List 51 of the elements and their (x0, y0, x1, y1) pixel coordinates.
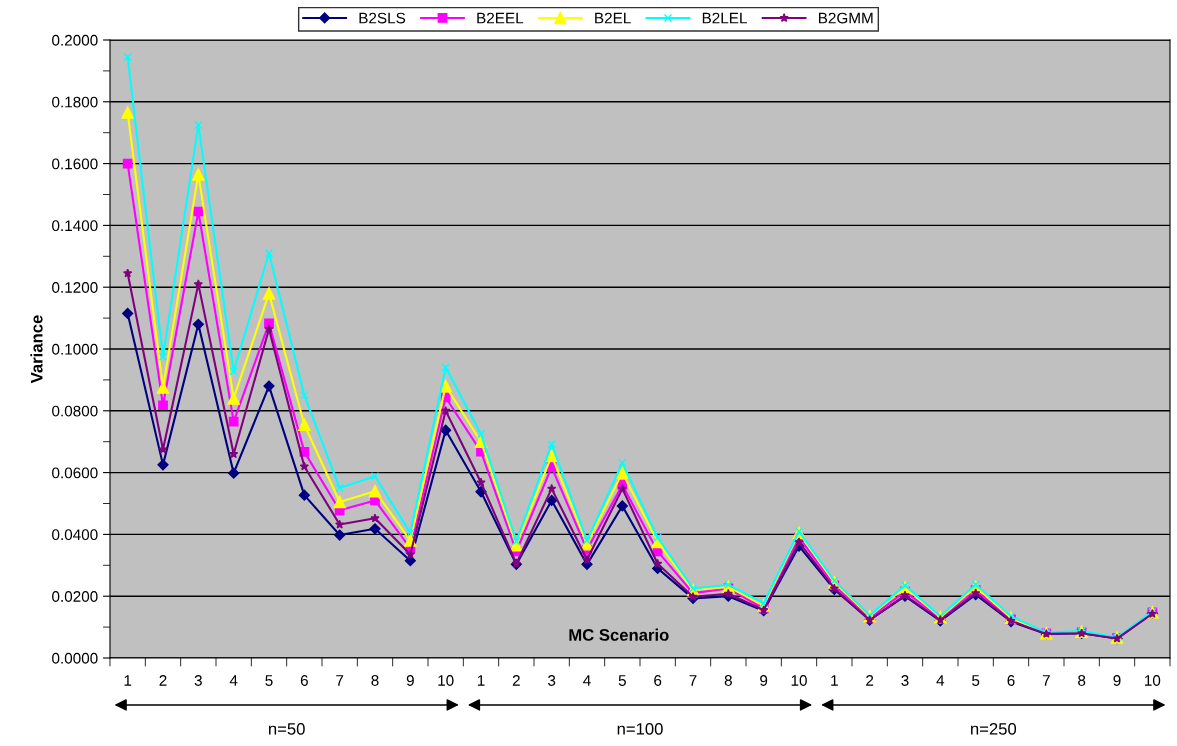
y-tick-label: 0.0200 (52, 591, 98, 602)
x-tick-label: 1 (831, 675, 838, 686)
x-axis-title: MC Scenario (569, 628, 669, 641)
x-tick-label: 10 (791, 675, 807, 686)
x-tick-label: 10 (438, 675, 454, 686)
x-tick-label: 1 (124, 675, 132, 686)
x-tick-label: 3 (548, 675, 556, 686)
legend-label: B2GMM (818, 12, 873, 24)
x-tick-label: 3 (901, 675, 909, 686)
y-tick-label: 0.1000 (52, 343, 98, 355)
x-tick-label: 8 (1078, 675, 1086, 686)
x-tick-label: 7 (1042, 675, 1050, 686)
x-tick-label: 6 (300, 675, 308, 686)
x-tick-label: 6 (1007, 675, 1015, 686)
x-tick-label: 9 (760, 675, 768, 686)
x-tick-label: 3 (194, 675, 202, 686)
x-tick-label: 9 (406, 675, 414, 686)
x-tick-label: 7 (336, 675, 344, 686)
x-tick-label: 8 (724, 675, 732, 686)
legend-label: B2LEL (702, 12, 747, 24)
x-tick-label: 6 (654, 675, 662, 686)
x-tick-label: 4 (229, 675, 238, 686)
x-tick-label: 4 (936, 675, 945, 686)
x-tick-label: 2 (512, 675, 520, 686)
y-tick-label: 0.0400 (52, 529, 98, 541)
y-tick-label: 0.1200 (52, 282, 98, 293)
x-tick-label: 5 (972, 675, 980, 686)
x-tick-label: 10 (1145, 675, 1161, 686)
y-axis-title: Variance (30, 315, 43, 384)
y-tick-label: 0.1600 (52, 158, 98, 170)
x-tick-label: 8 (371, 675, 379, 686)
legend-label: B2EL (595, 12, 631, 24)
x-tick-label: 2 (159, 675, 167, 686)
x-tick-label: 5 (618, 675, 626, 686)
x-tick-label: 2 (866, 675, 874, 686)
y-tick-label: 0.1400 (52, 220, 98, 232)
legend-label: B2EEL (477, 12, 524, 24)
y-tick-label: 0.0600 (52, 467, 98, 479)
text: n=250 (971, 722, 1017, 735)
x-tick-label: 4 (583, 675, 591, 686)
text: n=50 (269, 722, 305, 735)
y-tick-label: 0.0800 (52, 405, 98, 417)
x-tick-label: 7 (689, 675, 697, 686)
legend-label: B2SLS (359, 12, 406, 24)
y-tick-label: 0.1800 (52, 96, 98, 108)
x-tick-label: 5 (265, 675, 273, 686)
y-tick-label: 0.2000 (52, 34, 98, 46)
x-tick-label: 1 (477, 675, 485, 686)
y-tick-label: 0.0000 (52, 652, 98, 664)
x-tick-label: 9 (1113, 675, 1121, 686)
text: n=100 (617, 722, 663, 735)
